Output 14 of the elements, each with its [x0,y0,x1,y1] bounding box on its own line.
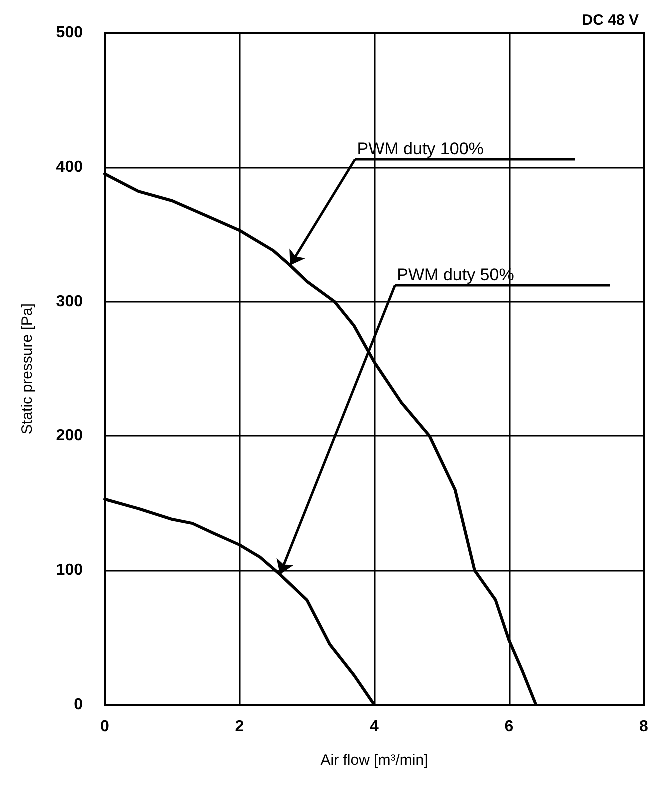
x-tick-label: 2 [235,718,244,736]
x-tick-label: 8 [640,718,649,736]
x-tick-label: 6 [504,718,514,736]
y-tick-label: 300 [56,293,84,310]
chart-title: DC 48 V [582,12,640,29]
y-tick-label: 200 [56,428,84,445]
x-axis-title: Air flow [m³/min] [320,752,428,769]
y-tick-label: 500 [56,24,84,42]
x-tick-label: 4 [370,718,380,736]
x-tick-label: 0 [100,718,110,736]
y-axis-title: Static pressure [Pa] [19,304,36,434]
y-tick-label: 100 [56,562,84,580]
y-tick-label: 400 [56,158,84,176]
y-tick-label: 0 [74,696,84,714]
